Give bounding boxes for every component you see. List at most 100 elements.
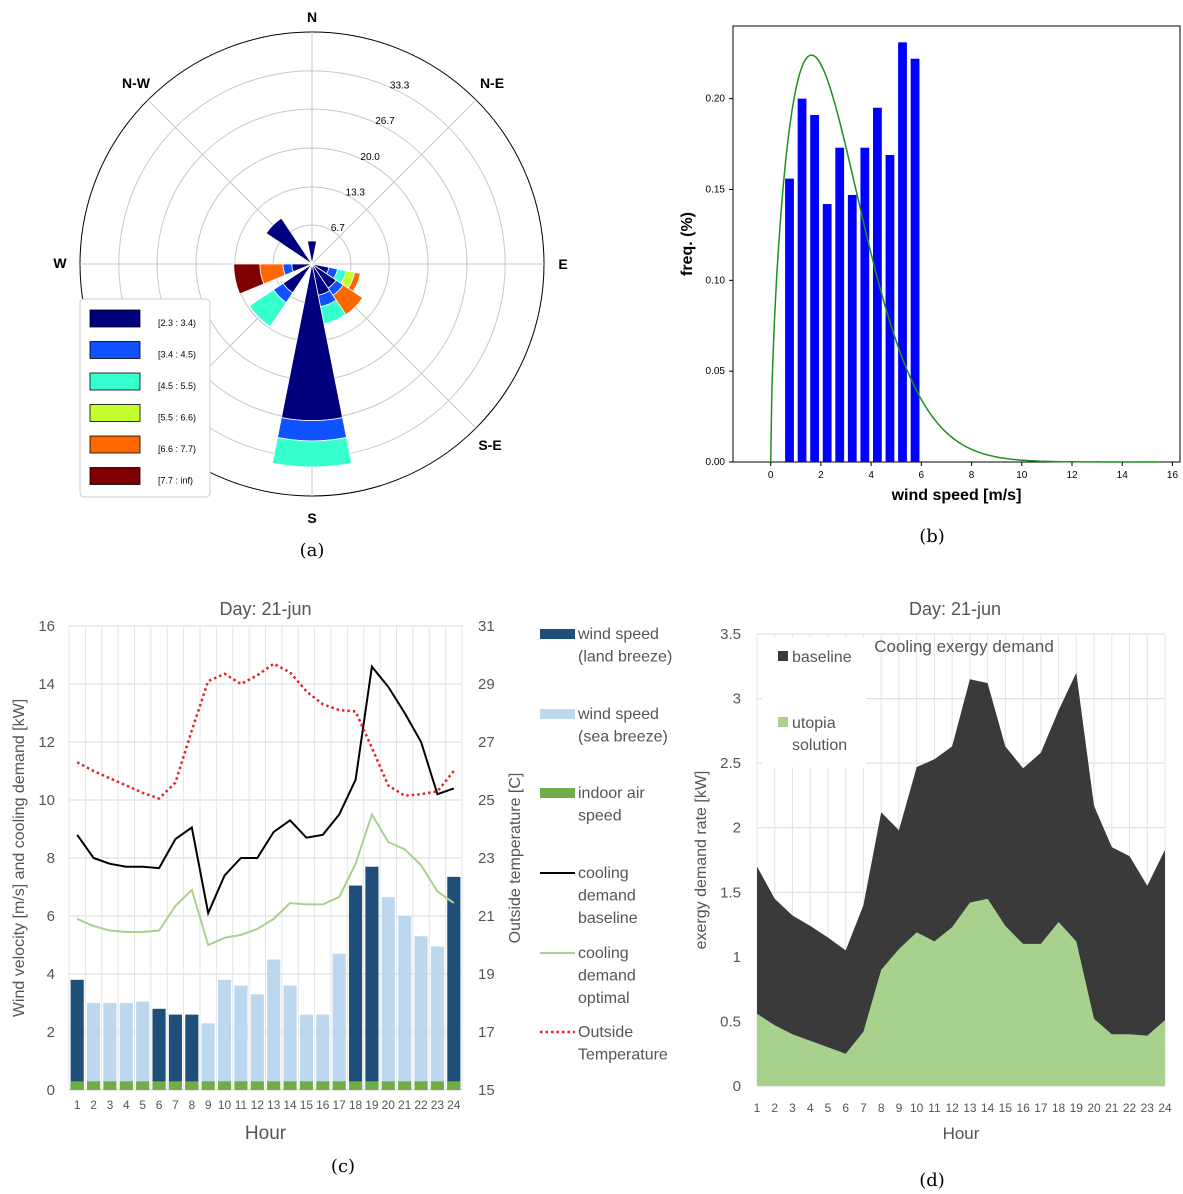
windrose-radial-tick-label: 33.3 [390, 81, 410, 92]
y-axis-label: exergy demand rate [kW] [693, 771, 710, 950]
indoor-air-speed-bar [299, 1081, 313, 1090]
y2-axis-label: Outside temperature [C] [507, 773, 524, 944]
x-tick-label: 4 [807, 1101, 814, 1115]
indoor-air-speed-bar [136, 1081, 150, 1090]
x-tick-label: 18 [349, 1098, 363, 1112]
windrose-grid-spoke [311, 99, 477, 265]
legend-label-line: cooling [578, 945, 629, 962]
windrose-sector-segment [265, 217, 313, 265]
y2-tick-label: 27 [478, 734, 495, 751]
indoor-air-speed-bar [87, 1081, 101, 1090]
y-tick-label: 3 [733, 691, 741, 708]
windrose-radial-tick-label: 13.3 [346, 188, 366, 199]
indoor-air-speed-bar [414, 1081, 428, 1090]
caption-b: (b) [919, 526, 945, 547]
histogram-bar [860, 147, 870, 462]
wind-speed-bar [152, 1008, 166, 1090]
legend-swatch [778, 717, 788, 727]
indoor-air-speed-bar [103, 1081, 117, 1090]
legend-label-line: demand [578, 968, 636, 985]
x-tick-label: 8 [188, 1098, 195, 1112]
y-tick-label: 0.10 [706, 275, 726, 286]
x-tick-label: 5 [825, 1101, 832, 1115]
wind-speed-bar [414, 936, 428, 1090]
windrose-legend-swatch [89, 404, 141, 422]
area-utopia [757, 898, 1165, 1086]
x-tick-label: 14 [1117, 470, 1129, 481]
x-tick-label: 20 [382, 1098, 396, 1112]
x-tick-label: 13 [963, 1101, 977, 1115]
y2-tick-label: 21 [478, 908, 495, 925]
windrose-sector-segment [307, 240, 317, 265]
legend-label-line: (land breeze) [578, 649, 672, 666]
fit-curve [769, 54, 1159, 463]
wind-speed-bar [283, 985, 297, 1090]
y-tick-label: 0.5 [720, 1013, 741, 1030]
y2-tick-label: 29 [478, 676, 495, 693]
wind-speed-bar [185, 1014, 199, 1090]
x-tick-label: 4 [123, 1098, 130, 1112]
x-tick-label: 12 [945, 1101, 959, 1115]
y-axis-label: Wind velocity [m/s] and cooling demand [… [11, 699, 28, 1017]
y-tick-label: 14 [38, 676, 55, 693]
x-tick-label: 14 [981, 1101, 995, 1115]
histogram-bar [785, 178, 794, 462]
wind-distribution-panel: 0 2 4 6 8 10 12 14 16 0.00 0.05 0.10 0.15 0.20 wind sp… [679, 25, 1181, 504]
legend-swatch [540, 629, 575, 639]
wind-speed-bar [218, 979, 232, 1090]
windrose-radial-tick-label: 20.0 [360, 152, 380, 163]
indoor-air-speed-bar [349, 1081, 363, 1090]
wind-speed-bar [332, 953, 346, 1090]
legend-swatch [540, 788, 575, 798]
y-tick-label: 0 [733, 1078, 741, 1095]
windrose-legend-swatch [89, 435, 141, 454]
x-tick-label: 9 [896, 1101, 903, 1115]
y2-tick-label: 25 [478, 792, 495, 809]
wind-speed-bar [70, 979, 84, 1090]
windrose-sector-segment [271, 437, 353, 468]
y-tick-label: 1.5 [720, 884, 741, 901]
y-tick-label: 2 [47, 1024, 55, 1041]
x-tick-label: 21 [1105, 1101, 1119, 1115]
x-tick-label: 11 [928, 1101, 941, 1115]
windrose-direction-label: W [53, 255, 67, 271]
x-tick-label: 7 [860, 1101, 867, 1115]
y-tick-label: 0.05 [706, 366, 726, 377]
x-tick-label: 0 [768, 470, 774, 481]
x-tick-label: 8 [878, 1101, 885, 1115]
x-tick-label: 23 [431, 1098, 445, 1112]
wind-speed-bar [365, 866, 379, 1090]
x-tick-label: 2 [90, 1098, 97, 1112]
x-tick-label: 1 [754, 1101, 761, 1115]
indoor-air-speed-bar [283, 1081, 297, 1090]
legend-label-line: cooling [578, 865, 629, 882]
indoor-air-speed-bar [185, 1081, 199, 1090]
cooling-baseline-line [76, 664, 455, 917]
x-tick-label: 15 [300, 1098, 314, 1112]
y-tick-label: 0 [47, 1082, 55, 1099]
legend-label-line: wind speed [577, 626, 659, 643]
x-tick-label: 10 [1016, 470, 1028, 481]
x-tick-label: 10 [910, 1101, 924, 1115]
x-tick-label: 22 [1123, 1101, 1137, 1115]
indoor-air-speed-bar [316, 1081, 330, 1090]
x-tick-label: 24 [1158, 1101, 1172, 1115]
windrose-legend-label: [4.5 : 5.5) [158, 381, 196, 391]
wind-speed-bar [103, 1003, 117, 1090]
x-tick-label: 5 [139, 1098, 146, 1112]
windrose-legend-label: [6.6 : 7.7) [158, 444, 196, 454]
x-tick-label: 6 [842, 1101, 849, 1115]
wind-speed-bar [267, 959, 281, 1090]
indoor-air-speed-bar [332, 1081, 346, 1090]
x-tick-label: 19 [365, 1098, 379, 1112]
x-tick-label: 12 [1066, 470, 1078, 481]
caption-d: (d) [919, 1170, 945, 1191]
x-tick-label: 19 [1070, 1101, 1084, 1115]
legend-swatch [778, 651, 788, 661]
wind-speed-bar [299, 1014, 313, 1090]
cooling-optimal-line [76, 812, 455, 947]
y-tick-label: 4 [47, 966, 55, 983]
x-tick-label: 17 [333, 1098, 347, 1112]
x-tick-label: 8 [969, 470, 975, 481]
windrose-legend-label: [2.3 : 3.4) [158, 318, 196, 328]
